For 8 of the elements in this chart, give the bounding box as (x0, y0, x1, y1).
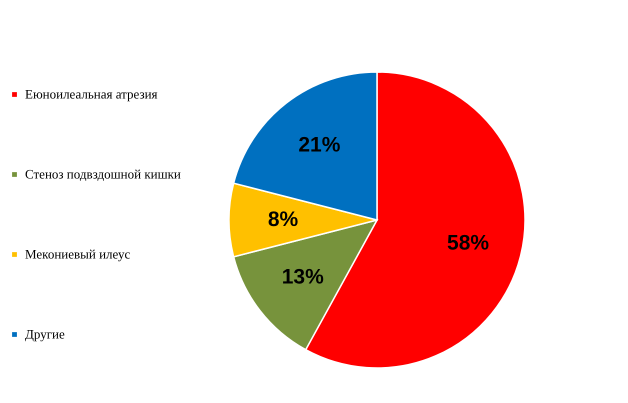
legend-label: Еюноилеальная атрезия (25, 86, 158, 102)
data-label: 58% (447, 231, 490, 254)
data-label: 8% (268, 208, 298, 231)
data-label: 21% (298, 134, 341, 157)
data-label: 13% (282, 266, 324, 289)
legend-label: Стеноз подвздошной кишки (25, 166, 181, 182)
legend-label: Другие (25, 326, 65, 342)
legend-label: Мекониевый илеус (25, 246, 130, 262)
